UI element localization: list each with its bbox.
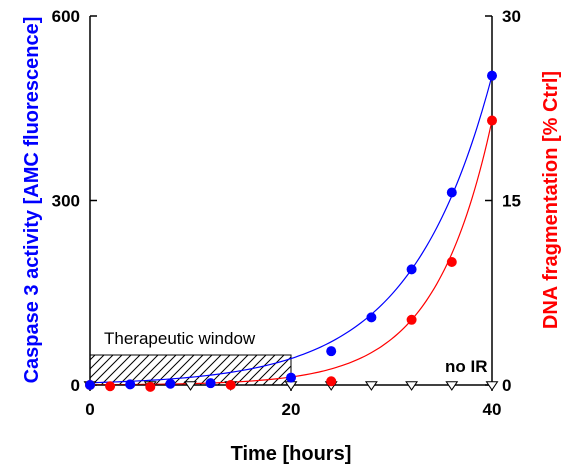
caspase-point bbox=[366, 312, 377, 323]
dna-point bbox=[446, 257, 457, 267]
caspase-point bbox=[326, 346, 337, 357]
x-tick-label: 40 bbox=[483, 400, 502, 419]
caspase-point bbox=[406, 264, 417, 275]
no-ir-point bbox=[485, 381, 499, 391]
dna-point bbox=[487, 115, 497, 126]
x-tick-label: 0 bbox=[85, 400, 94, 419]
x-axis-title: Time [hours] bbox=[231, 443, 352, 465]
no-ir-point bbox=[405, 381, 419, 391]
series-layer bbox=[83, 70, 499, 392]
caspase-point bbox=[205, 378, 216, 389]
caspase-point bbox=[165, 378, 176, 389]
caspase-point bbox=[446, 187, 457, 198]
no-ir-label: no IR bbox=[445, 357, 488, 376]
no-ir-point bbox=[364, 381, 378, 391]
y-left-tick-label: 300 bbox=[52, 192, 80, 211]
dna-point bbox=[105, 381, 116, 392]
dna-point bbox=[225, 380, 236, 390]
y-axis-right-title: DNA fragmentation [% Ctrl] bbox=[540, 71, 562, 329]
dna-point bbox=[406, 314, 417, 325]
x-tick-label: 20 bbox=[282, 400, 301, 419]
no-ir-point bbox=[284, 381, 298, 391]
caspase-fit-line bbox=[89, 75, 493, 384]
caspase-point bbox=[286, 372, 296, 383]
y-right-tick-label: 30 bbox=[502, 7, 521, 26]
y-left-tick-label: 600 bbox=[52, 7, 80, 26]
no-ir-point bbox=[445, 381, 459, 391]
dna-point bbox=[145, 381, 156, 392]
therapeutic-window-label: Therapeutic window bbox=[104, 329, 256, 348]
y-axis-left-title: Caspase 3 activity [AMC fluorescence] bbox=[21, 17, 43, 384]
window-layer bbox=[89, 354, 292, 386]
y-left-tick-label: 0 bbox=[71, 376, 80, 395]
y-right-tick-label: 15 bbox=[502, 192, 521, 211]
y-right-tick-label: 0 bbox=[502, 376, 511, 395]
caspase-point bbox=[85, 380, 95, 390]
caspase-point bbox=[125, 379, 136, 390]
caspase-point bbox=[487, 70, 497, 81]
therapeutic-window-box bbox=[89, 354, 292, 386]
no-ir-point bbox=[184, 381, 197, 391]
dna-point bbox=[326, 376, 337, 387]
